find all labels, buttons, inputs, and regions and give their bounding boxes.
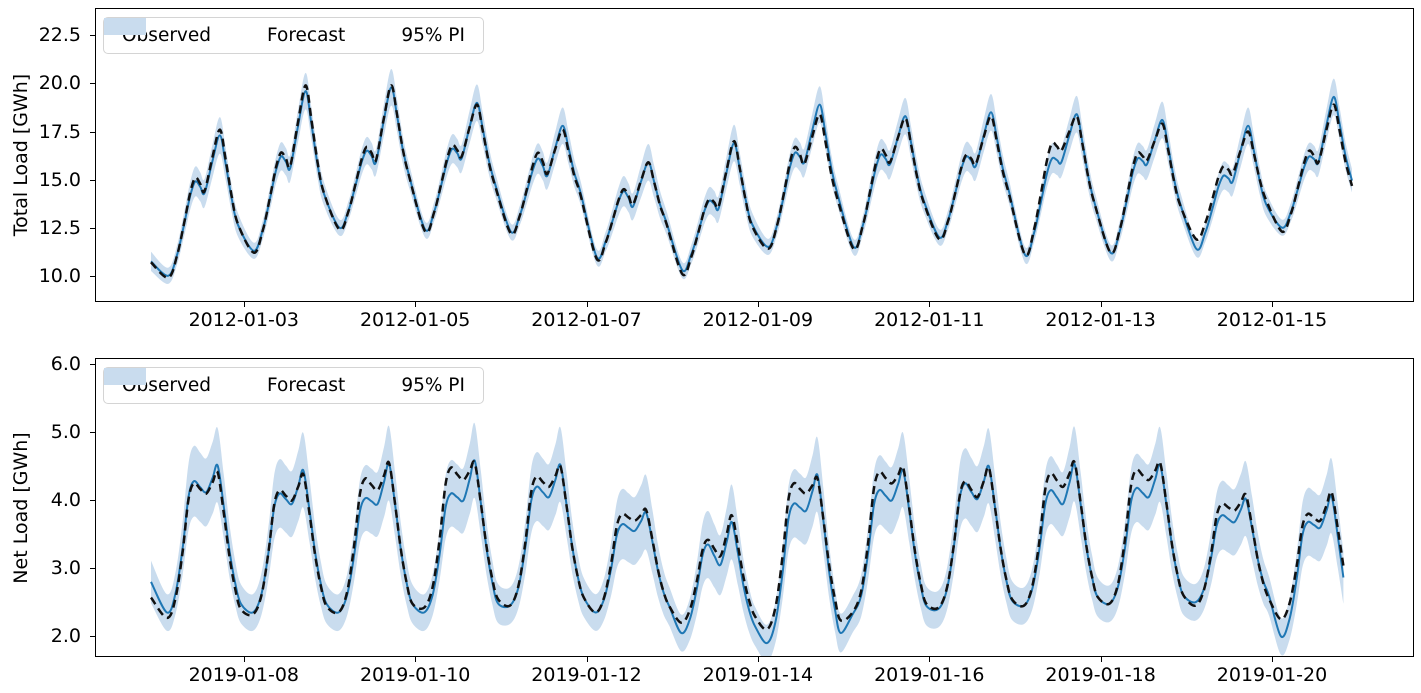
x-tick-mark — [929, 657, 931, 662]
y-tick-mark — [90, 35, 95, 37]
legend-pi-label: 95% PI — [401, 375, 465, 396]
x-tick-mark — [757, 302, 759, 307]
x-tick-label: 2019-01-12 — [531, 664, 642, 686]
x-tick-mark — [243, 302, 245, 307]
x-tick-mark — [415, 657, 417, 662]
y-axis-label-total-load: Total Load [GWh] — [10, 73, 32, 237]
x-tick-mark — [757, 657, 759, 662]
x-tick-mark — [1272, 657, 1273, 662]
legend-total-load: Observed Forecast 95% PI — [103, 17, 484, 54]
net-load-series-canvas — [149, 422, 1345, 656]
observed-line — [149, 459, 1345, 631]
y-tick-mark — [90, 179, 95, 181]
legend-forecast-label: Forecast — [267, 375, 346, 396]
x-tick-label: 2012-01-15 — [1216, 309, 1328, 331]
forecast-line — [150, 459, 1345, 645]
pi-band-sample — [104, 18, 146, 35]
y-tick-label: 17.5 — [38, 120, 81, 143]
legend-entry-pi: 95% PI — [104, 18, 465, 46]
y-tick-mark — [90, 364, 95, 366]
x-tick-label: 2012-01-09 — [702, 309, 814, 331]
y-tick-label: 22.5 — [38, 24, 81, 47]
y-tick-mark — [90, 275, 95, 277]
y-tick-label: 2.0 — [50, 625, 81, 648]
y-tick-label: 5.0 — [50, 421, 81, 444]
x-tick-label: 2019-01-10 — [359, 664, 471, 686]
y-tick-mark — [90, 500, 95, 502]
y-tick-label: 10.0 — [38, 264, 81, 287]
x-tick-label: 2012-01-13 — [1045, 309, 1156, 331]
y-tick-mark — [90, 568, 95, 570]
observed-line — [150, 84, 1354, 279]
x-tick-mark — [1272, 302, 1273, 307]
legend-entry-forecast: Forecast — [104, 19, 346, 46]
x-tick-label: 2019-01-16 — [874, 664, 985, 686]
x-tick-mark — [586, 657, 588, 662]
x-tick-mark — [415, 302, 417, 307]
x-tick-mark — [929, 302, 931, 307]
y-tick-label: 15.0 — [38, 168, 81, 191]
y-tick-label: 6.0 — [50, 353, 81, 376]
x-tick-label: 2019-01-20 — [1216, 664, 1328, 686]
legend-net-load: Observed Forecast 95% PI — [103, 367, 484, 404]
x-tick-mark — [1100, 657, 1102, 662]
x-tick-label: 2019-01-08 — [188, 664, 299, 686]
x-tick-label: 2012-01-11 — [874, 309, 985, 331]
x-tick-label: 2012-01-03 — [188, 309, 299, 331]
x-tick-label: 2012-01-05 — [359, 309, 471, 331]
legend-entry-pi: 95% PI — [104, 368, 465, 396]
legend-forecast-label: Forecast — [267, 25, 346, 46]
y-tick-label: 12.5 — [38, 216, 81, 239]
pi-band-area — [151, 422, 1344, 656]
plot-area-total-load: Observed Forecast 95% PI — [95, 8, 1414, 302]
y-tick-mark — [90, 131, 95, 133]
y-tick-label: 4.0 — [50, 489, 81, 512]
y-tick-mark — [90, 227, 95, 229]
x-tick-mark — [586, 302, 588, 307]
x-tick-mark — [1100, 302, 1102, 307]
legend-pi-label: 95% PI — [401, 25, 465, 46]
pi-band-sample — [104, 368, 146, 385]
y-tick-mark — [90, 636, 95, 638]
x-tick-mark — [243, 657, 245, 662]
y-tick-label: 3.0 — [50, 557, 81, 580]
y-tick-mark — [90, 83, 95, 85]
legend-entry-forecast: Forecast — [104, 369, 346, 396]
x-tick-label: 2019-01-14 — [702, 664, 814, 686]
y-tick-label: 20.0 — [38, 72, 81, 95]
x-tick-label: 2019-01-18 — [1045, 664, 1156, 686]
plot-area-net-load: Observed Forecast 95% PI — [95, 358, 1414, 657]
x-tick-label: 2012-01-07 — [531, 309, 642, 331]
total-load-series-canvas — [150, 68, 1354, 284]
y-tick-mark — [90, 432, 95, 434]
